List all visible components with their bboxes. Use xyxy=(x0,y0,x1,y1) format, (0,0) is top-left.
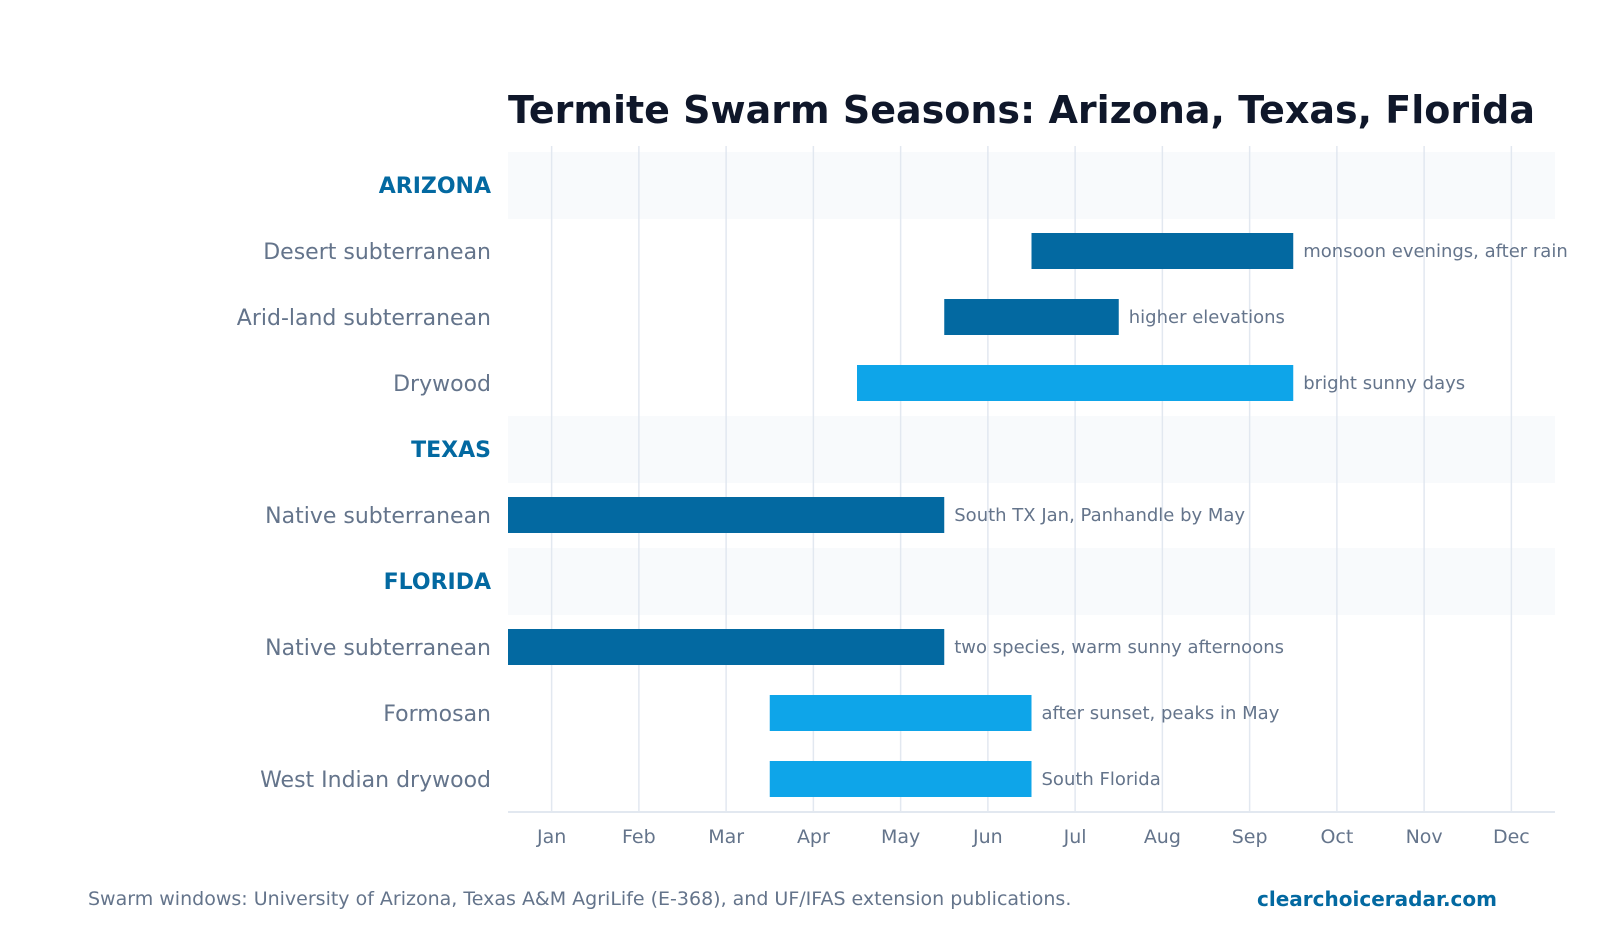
month-tick-label: Jul xyxy=(1063,826,1087,848)
bar-annotation: bright sunny days xyxy=(1303,373,1465,394)
month-tick-label: Dec xyxy=(1493,826,1530,848)
month-tick-label: May xyxy=(881,826,920,848)
month-tick-label: Feb xyxy=(622,826,656,848)
swarm-window-bar xyxy=(508,497,945,533)
bar-annotation: higher elevations xyxy=(1129,307,1285,328)
bar-annotation: two species, warm sunny afternoons xyxy=(954,637,1284,658)
state-group-label: ARIZONA xyxy=(379,174,491,199)
bar-annotation: South Florida xyxy=(1042,769,1161,790)
month-tick-label: Mar xyxy=(708,826,744,848)
swarm-window-bar xyxy=(769,695,1032,731)
group-band xyxy=(508,548,1555,615)
month-tick-label: Aug xyxy=(1144,826,1181,848)
month-tick-label: Jun xyxy=(972,826,1003,848)
species-label: West Indian drywood xyxy=(260,768,491,793)
swarm-window-bar xyxy=(1031,233,1294,269)
species-label: Arid-land subterranean xyxy=(237,306,491,331)
swarm-window-bar xyxy=(508,629,945,665)
state-group-label: TEXAS xyxy=(411,438,491,463)
species-label: Desert subterranean xyxy=(263,240,491,265)
species-label: Drywood xyxy=(393,372,491,397)
group-band xyxy=(508,152,1555,219)
month-tick-label: Nov xyxy=(1406,826,1443,848)
bar-annotation: South TX Jan, Panhandle by May xyxy=(954,505,1245,526)
source-note: Swarm windows: University of Arizona, Te… xyxy=(88,888,1072,910)
month-tick-label: Oct xyxy=(1320,826,1353,848)
month-tick-label: Sep xyxy=(1232,826,1268,848)
species-label: Native subterranean xyxy=(265,636,491,661)
group-band xyxy=(508,416,1555,483)
swarm-window-bar xyxy=(857,365,1294,401)
month-tick-label: Apr xyxy=(797,826,830,848)
swarm-window-bar xyxy=(769,761,1032,797)
brand-link[interactable]: clearchoiceradar.com xyxy=(1257,887,1497,911)
bar-annotation: after sunset, peaks in May xyxy=(1042,703,1280,724)
species-label: Native subterranean xyxy=(265,504,491,529)
swarm-window-bar xyxy=(944,299,1119,335)
state-group-label: FLORIDA xyxy=(384,570,491,595)
month-tick-label: Jan xyxy=(536,826,566,848)
chart-title: Termite Swarm Seasons: Arizona, Texas, F… xyxy=(508,88,1535,132)
bar-annotation: monsoon evenings, after rain xyxy=(1303,241,1568,262)
species-label: Formosan xyxy=(383,702,491,727)
